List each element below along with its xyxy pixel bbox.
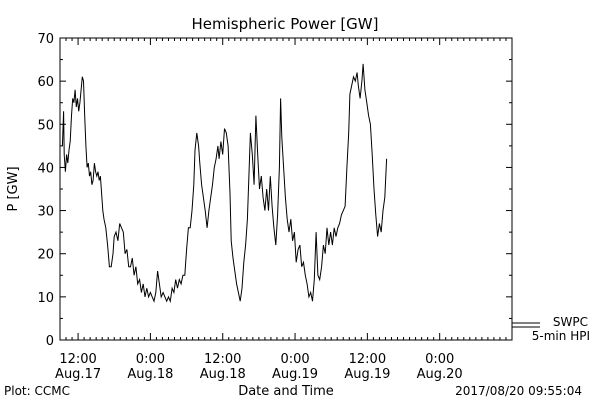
y-tick-label: 50 — [37, 118, 54, 133]
x-tick-label-date: Aug.20 — [417, 367, 463, 382]
series-line — [61, 63, 388, 304]
y-tick-label: 40 — [37, 161, 54, 176]
x-tick-label-date: Aug.17 — [55, 367, 101, 382]
y-tick-label: 0 — [46, 334, 54, 349]
legend-label-0: SWPC — [553, 315, 588, 329]
y-axis-ticks: 0 10 20 30 40 50 60 70 — [37, 32, 512, 349]
y-tick-label: 30 — [37, 205, 54, 220]
x-tick-label-time: 0:00 — [136, 352, 165, 367]
x-axis-label: Date and Time — [238, 384, 334, 399]
y-tick-label: 60 — [37, 75, 54, 90]
footer-left: Plot: CCMC — [4, 384, 70, 398]
y-tick-label: 70 — [37, 32, 54, 47]
x-tick-label-date: Aug.19 — [272, 367, 318, 382]
x-axis-ticks: 12:00Aug.170:00Aug.1812:00Aug.180:00Aug.… — [55, 38, 513, 382]
chart-title: Hemispheric Power [GW] — [192, 15, 379, 33]
y-axis-label: P [GW] — [6, 166, 21, 211]
x-tick-label-date: Aug.18 — [127, 367, 173, 382]
legend-label-1: 5-min HPI — [532, 329, 590, 343]
x-tick-label-date: Aug.18 — [200, 367, 246, 382]
y-tick-label: 20 — [37, 248, 54, 263]
x-tick-label-date: Aug.19 — [344, 367, 390, 382]
x-tick-label-time: 12:00 — [204, 352, 241, 367]
footer-right: 2017/08/20 09:55:04 — [455, 384, 582, 398]
plot-frame — [59, 37, 513, 341]
x-tick-label-time: 0:00 — [280, 352, 309, 367]
legend: SWPC 5-min HPI — [512, 315, 590, 343]
y-tick-label: 10 — [37, 291, 54, 306]
x-tick-label-time: 12:00 — [349, 352, 386, 367]
x-tick-label-time: 12:00 — [59, 352, 96, 367]
x-tick-label-time: 0:00 — [425, 352, 454, 367]
